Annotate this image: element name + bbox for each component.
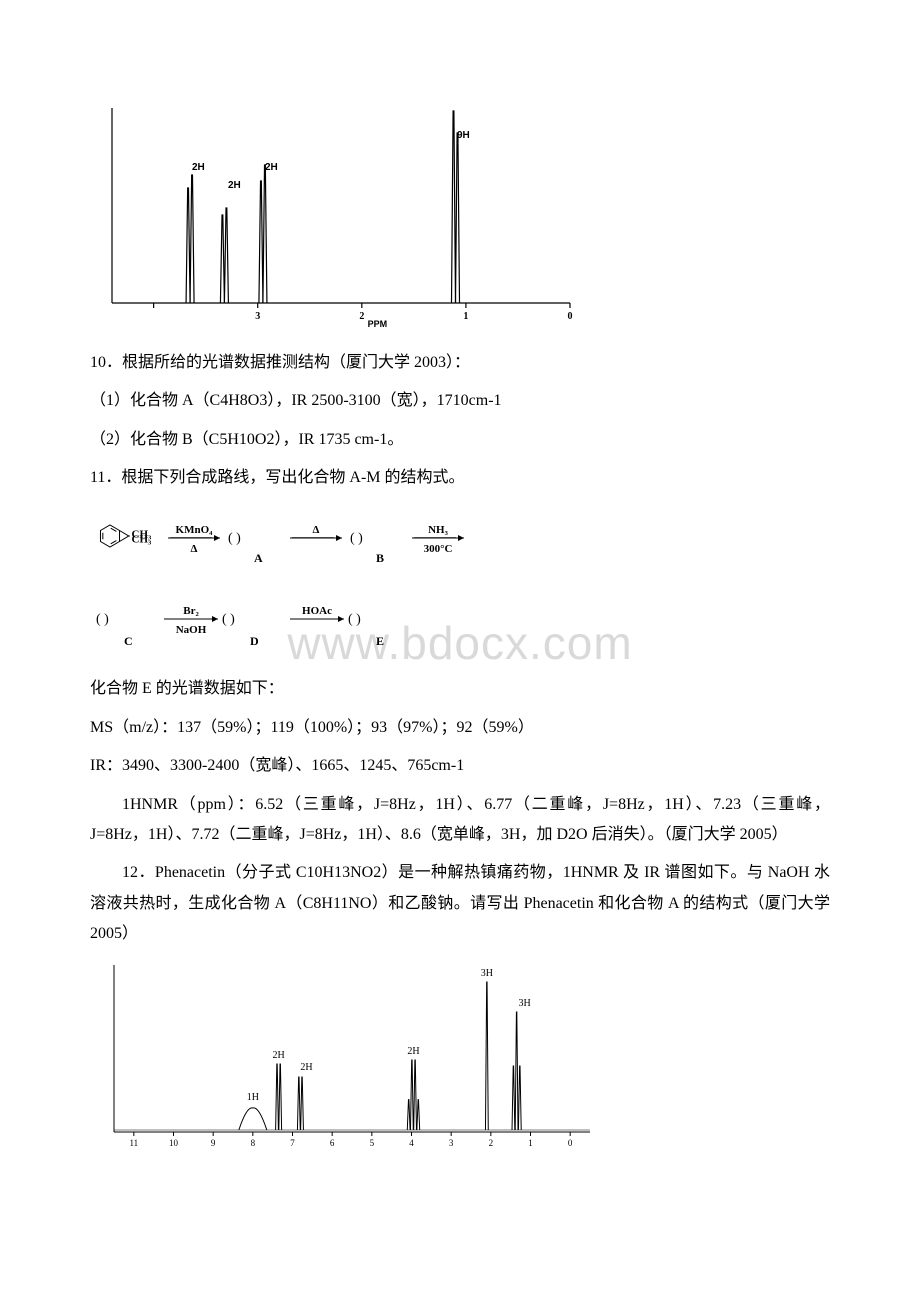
svg-text:3H: 3H <box>518 998 530 1009</box>
reaction-scheme-row1: CH₃CH₃KMnO₄Δ( )AΔ( )BNH₃300°C <box>90 504 830 579</box>
q10-line2: （2）化合物 B（C5H10O2），IR 1735 cm-1。 <box>90 425 830 455</box>
q10-title: 10．根据所给的光谱数据推测结构（厦门大学 2003）： <box>90 348 830 378</box>
q12-text: 12．Phenacetin（分子式 C10H13NO2）是一种解热镇痛药物，1H… <box>90 858 830 949</box>
svg-text:1: 1 <box>528 1138 533 1148</box>
nmr-spectrum-2: 0 1 2 3 4 5 6 7 8 9 10 11 1H 2H 2H 2H 3H 3H <box>100 957 600 1152</box>
q11-ir: IR：3490、3300-2400（宽峰）、1665、1245、765cm-1 <box>90 751 830 781</box>
svg-text:( ): ( ) <box>228 531 241 546</box>
reaction-scheme-row2: ( ) C Br₂ NaOH ( ) D HOAc ( ) E <box>90 593 830 660</box>
svg-text:( ): ( ) <box>222 612 235 627</box>
q10-line1: （1）化合物 A（C4H8O3），IR 2500-3100（宽），1710cm-… <box>90 386 830 416</box>
svg-text:300°C: 300°C <box>424 543 453 555</box>
svg-text:9H: 9H <box>457 130 470 141</box>
svg-text:3: 3 <box>449 1138 454 1148</box>
spectrum2-svg: 0 1 2 3 4 5 6 7 8 9 10 11 1H 2H 2H 2H 3H 3H <box>100 957 600 1152</box>
svg-text:PPM: PPM <box>368 319 388 329</box>
q11-title: 11．根据下列合成路线，写出化合物 A-M 的结构式。 <box>90 463 830 493</box>
q11-ms: MS（m/z）：137（59%）；119（100%）；93（97%）；92（59… <box>90 713 830 743</box>
q11-spec-intro: 化合物 E 的光谱数据如下： <box>90 674 830 704</box>
svg-text:NH₃: NH₃ <box>428 524 449 536</box>
q11-hnmr: 1HNMR（ppm）：6.52（三重峰，J=8Hz，1H）、6.77（二重峰，J… <box>90 790 830 851</box>
svg-text:0: 0 <box>568 311 573 322</box>
svg-text:9: 9 <box>211 1138 216 1148</box>
svg-text:A: A <box>254 551 263 565</box>
svg-text:Br₂: Br₂ <box>183 605 199 617</box>
scheme2-svg: ( ) C Br₂ NaOH ( ) D HOAc ( ) E <box>90 593 610 649</box>
svg-text:1H: 1H <box>247 1092 259 1103</box>
svg-text:0: 0 <box>568 1138 573 1148</box>
spectrum1-svg: 0 1 2 3 PPM 2H 2H 2H 9H <box>100 100 575 330</box>
svg-text:KMnO₄: KMnO₄ <box>176 524 214 536</box>
svg-text:D: D <box>250 634 259 648</box>
svg-text:6: 6 <box>330 1138 335 1148</box>
svg-text:2H: 2H <box>265 162 278 173</box>
svg-text:Δ: Δ <box>313 524 320 536</box>
nmr-spectrum-1: 0 1 2 3 PPM 2H 2H 2H 9H <box>100 100 575 330</box>
svg-text:7: 7 <box>290 1138 295 1148</box>
svg-text:3H: 3H <box>481 968 493 979</box>
svg-text:2H: 2H <box>192 162 205 173</box>
svg-text:4: 4 <box>409 1138 414 1148</box>
svg-text:2H: 2H <box>300 1062 312 1073</box>
svg-text:NaOH: NaOH <box>176 624 207 636</box>
svg-text:HOAc: HOAc <box>302 605 332 617</box>
svg-text:1: 1 <box>463 311 468 322</box>
svg-text:2: 2 <box>489 1138 494 1148</box>
page-content: 0 1 2 3 PPM 2H 2H 2H 9H 10．根据所给的光谱数据推测结构（厦门大学 20… <box>90 100 830 1152</box>
svg-text:( ): ( ) <box>348 612 361 627</box>
svg-text:2: 2 <box>359 311 364 322</box>
svg-text:E: E <box>376 634 384 648</box>
svg-text:3: 3 <box>255 311 260 322</box>
svg-text:10: 10 <box>169 1138 179 1148</box>
svg-text:5: 5 <box>370 1138 375 1148</box>
svg-text:11: 11 <box>129 1138 138 1148</box>
svg-text:CH₃: CH₃ <box>132 533 153 545</box>
svg-text:C: C <box>124 634 133 648</box>
svg-text:B: B <box>376 551 384 565</box>
svg-text:( ): ( ) <box>96 612 109 627</box>
scheme1-svg: CH₃CH₃KMnO₄Δ( )AΔ( )BNH₃300°C <box>90 504 650 568</box>
svg-text:2H: 2H <box>272 1050 284 1061</box>
svg-text:8: 8 <box>251 1138 256 1148</box>
svg-text:2H: 2H <box>407 1046 419 1057</box>
svg-text:2H: 2H <box>228 180 241 191</box>
svg-text:Δ: Δ <box>191 543 198 555</box>
svg-text:( ): ( ) <box>350 531 363 546</box>
